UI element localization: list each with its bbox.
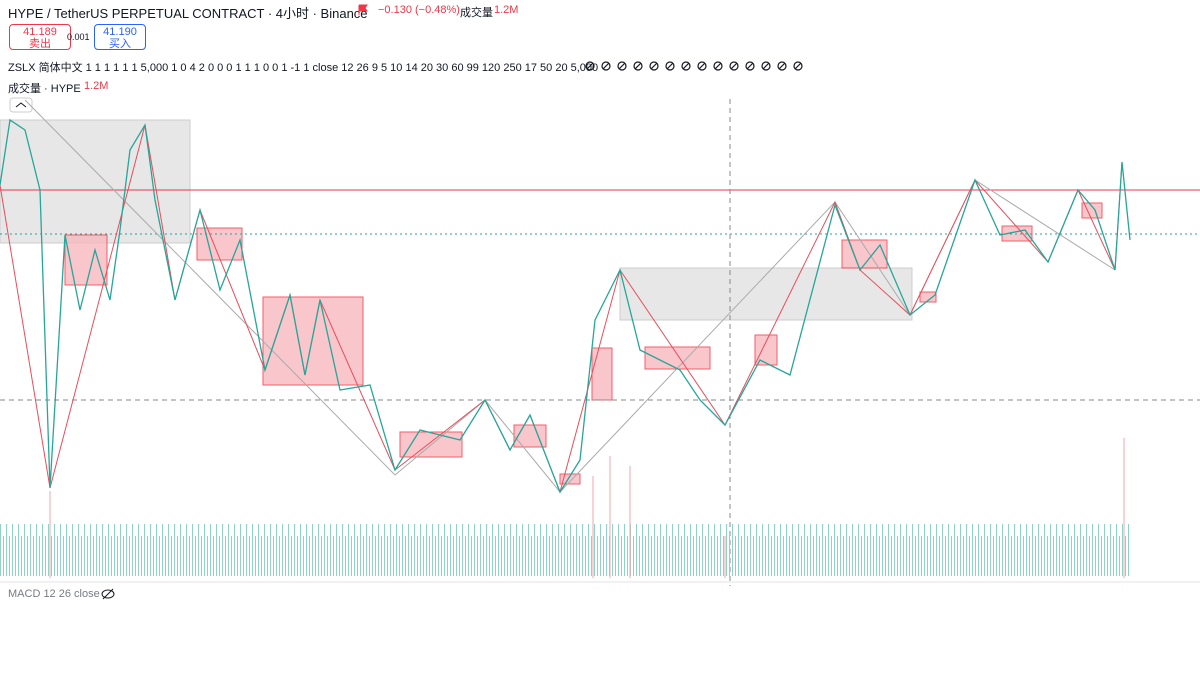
zone [0,119,191,244]
indicator-settings[interactable]: ZSLX 简体中文 1 1 1 1 1 1 5,000 1 0 4 2 0 0 … [8,62,599,74]
volume-value: 1.2M [494,4,519,16]
volume-bars [0,516,1130,578]
eye-off-icon[interactable] [101,588,115,600]
buy-button[interactable]: 41.190 买入 [94,24,146,50]
collapse-button[interactable] [9,97,33,113]
volume-pane-value: 1.2M [84,80,109,92]
sell-price: 41.189 [23,26,57,38]
buy-label: 买入 [109,38,131,50]
sell-label: 卖出 [29,38,51,50]
volume-label: 成交量 [460,7,493,19]
order-blocks [64,202,1103,485]
sell-button[interactable]: 41.189 卖出 [9,24,71,50]
price-path [0,118,1131,494]
volume-pane-label: 成交量 · HYPE [8,83,81,95]
flag-icon[interactable] [357,4,369,16]
price-change: −0.130 (−0.48%) [378,4,460,16]
chart-area [0,96,1200,586]
volume-spikes [49,438,1125,578]
symbol-title[interactable]: HYPE / TetherUS PERPETUAL CONTRACT · 4小时… [8,6,368,21]
zone [619,267,913,321]
spread: 0.001 [67,32,90,42]
buy-price: 41.190 [103,26,137,38]
hidden-icons [585,61,803,71]
macd-label: MACD 12 26 close [8,588,100,600]
